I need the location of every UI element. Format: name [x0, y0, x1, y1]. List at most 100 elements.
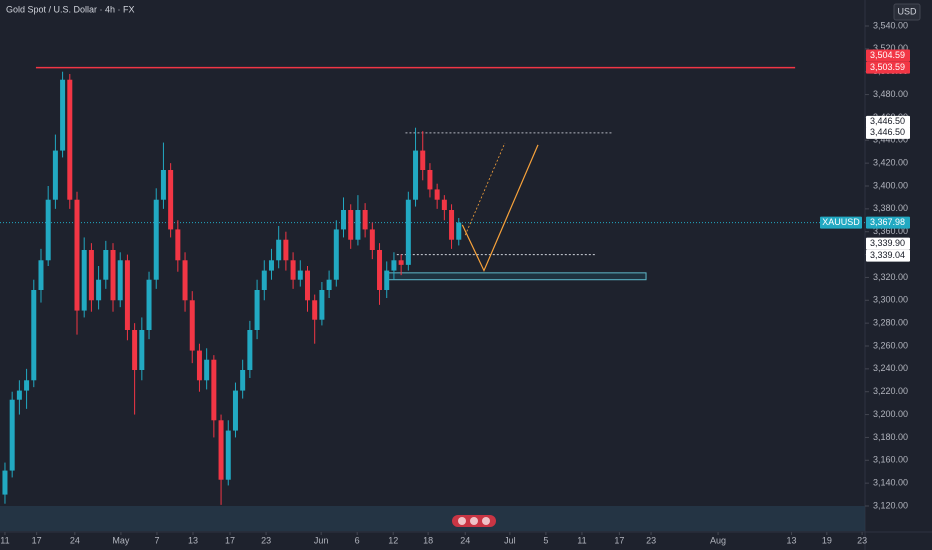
x-tick-label: 6 — [355, 535, 360, 545]
candle-body — [420, 150, 426, 170]
candle-body — [96, 279, 102, 301]
candle-body — [153, 199, 159, 280]
candle-body — [211, 359, 217, 421]
candle-body — [427, 170, 433, 190]
candle-body — [160, 170, 166, 200]
candles — [2, 71, 462, 505]
candle-body — [9, 399, 15, 471]
price-tag-label: 3,367.98 — [870, 217, 905, 227]
candle-body — [441, 199, 447, 210]
x-tick-label: Aug — [710, 535, 726, 545]
candle-body — [117, 260, 123, 301]
candle-body — [81, 250, 87, 311]
candle-body — [290, 260, 296, 280]
candle-body — [175, 229, 181, 261]
candle-body — [369, 229, 375, 250]
candle-body — [312, 300, 318, 320]
candle-body — [139, 330, 145, 370]
price-tag-label: 3,504.59 — [870, 50, 905, 60]
candle-body — [247, 330, 253, 370]
candle-body — [405, 199, 411, 265]
x-tick-label: 23 — [646, 535, 656, 545]
y-tick-label: 3,280.00 — [873, 318, 908, 328]
currency-button[interactable] — [893, 3, 921, 21]
candle-body — [398, 260, 404, 265]
x-tick-label: 13 — [188, 535, 198, 545]
support-zone — [387, 272, 647, 281]
price-tag-label: 3,446.50 — [870, 116, 905, 126]
candle-body — [362, 210, 368, 230]
candle-body — [413, 150, 419, 200]
candle-body — [182, 260, 188, 301]
candle-body — [261, 270, 267, 290]
candle-body — [456, 222, 462, 240]
x-tick-label: May — [112, 535, 130, 545]
y-tick-label: 3,360.00 — [873, 226, 908, 236]
y-tick-label: 3,300.00 — [873, 295, 908, 305]
candle-body — [384, 270, 390, 290]
x-tick-label: 13 — [787, 535, 797, 545]
price-tag — [866, 216, 910, 229]
candle-body — [110, 250, 116, 301]
x-tick-label: 24 — [70, 535, 80, 545]
y-tick-label: 3,480.00 — [873, 89, 908, 99]
candle-body — [103, 250, 109, 280]
y-tick-label: 3,520.00 — [873, 43, 908, 53]
x-tick-label: Jun — [314, 535, 329, 545]
candle-body — [268, 260, 274, 271]
x-tick-label: Jul — [504, 535, 516, 545]
candle-body — [38, 260, 44, 290]
candle-body — [449, 210, 455, 240]
candle-body — [218, 420, 224, 480]
x-tick-label: 17 — [614, 535, 624, 545]
candle-body — [88, 250, 94, 301]
price-tag — [866, 126, 910, 139]
candle-body — [319, 290, 325, 320]
symbol-label: XAUUSD — [822, 217, 860, 227]
y-tick-label: 3,400.00 — [873, 180, 908, 190]
candle-body — [355, 210, 361, 240]
price-tag — [866, 49, 910, 62]
x-tick-label: 7 — [154, 535, 159, 545]
y-tick-label: 3,220.00 — [873, 386, 908, 396]
candle-body — [254, 290, 260, 330]
candle-body — [60, 79, 66, 151]
y-tick-label: 3,380.00 — [873, 203, 908, 213]
x-tick-label: 18 — [423, 535, 433, 545]
candle-body — [276, 239, 282, 261]
candle-body — [232, 390, 238, 431]
price-tag — [866, 115, 910, 128]
price-tag-label: 3,339.04 — [870, 250, 905, 260]
y-tick-label: 3,120.00 — [873, 500, 908, 510]
candle-body — [52, 150, 58, 200]
y-tick-label: 3,180.00 — [873, 432, 908, 442]
y-tick-label: 3,200.00 — [873, 409, 908, 419]
projection-path — [461, 144, 539, 273]
candle-body — [240, 370, 246, 391]
candle-body — [132, 330, 138, 370]
candle-body — [333, 229, 339, 280]
price-tag — [866, 61, 910, 74]
replay-icons — [452, 515, 496, 527]
candle-body — [297, 270, 303, 280]
candle-body — [189, 300, 195, 351]
x-tick-label: 23 — [857, 535, 867, 545]
price-tag — [866, 237, 910, 250]
candle-body — [124, 260, 130, 330]
candle-body — [391, 260, 397, 271]
candle-body — [204, 359, 210, 381]
x-tick-label: 5 — [543, 535, 548, 545]
candle-body — [16, 390, 22, 400]
x-tick-label: 11 — [577, 535, 586, 545]
y-tick-label: 3,540.00 — [873, 20, 908, 30]
candle-body — [434, 189, 440, 200]
x-tick-label: 19 — [822, 535, 832, 545]
candle-body — [2, 470, 8, 495]
y-tick-label: 3,320.00 — [873, 272, 908, 282]
candle-body — [283, 239, 289, 261]
y-tick-label: 3,140.00 — [873, 478, 908, 488]
x-tick-label: 23 — [261, 535, 271, 545]
price-tag-label: 3,339.90 — [870, 238, 905, 248]
x-tick-label: 12 — [388, 535, 398, 545]
y-tick-label: 3,420.00 — [873, 158, 908, 168]
